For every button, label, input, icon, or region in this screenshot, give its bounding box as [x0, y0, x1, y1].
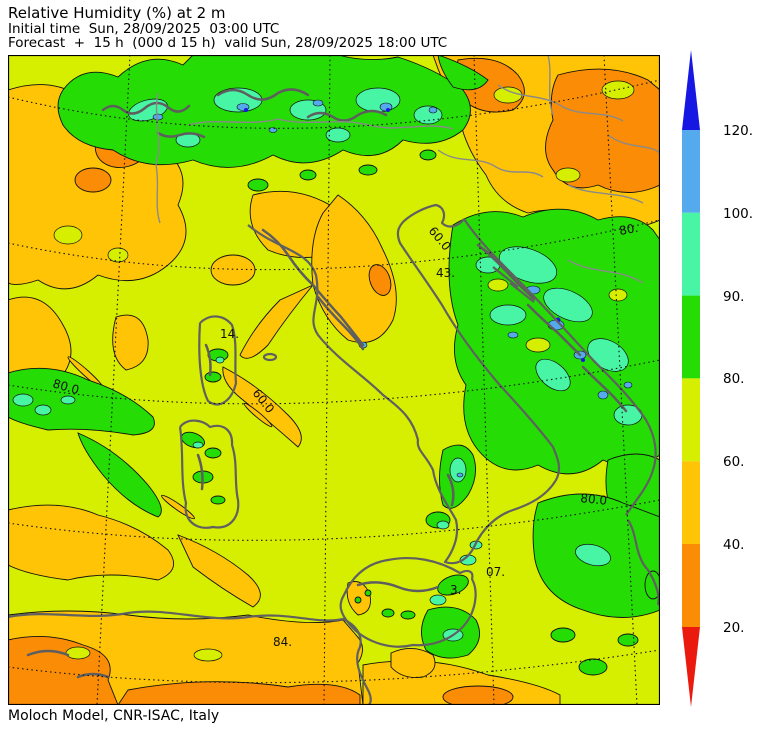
map-area: 80. 60.0 43. 14. 80.0 60.0 80.0 07. 3. 8… [7, 54, 662, 709]
colorbar-seg-60-80 [682, 378, 700, 462]
colorbar-over-arrow [682, 50, 700, 130]
colorbar-tick-20: 20. [723, 620, 745, 636]
rh-springgreen-regions [12, 87, 643, 642]
colorbar-seg-40-60 [682, 461, 700, 544]
colorbar-seg-90-100 [682, 212, 700, 296]
humidity-map-canvas: 80. 60.0 43. 14. 80.0 60.0 80.0 07. 3. 8… [7, 54, 662, 709]
map-frame [7, 54, 661, 706]
colorbar-tick-100: 100. [723, 206, 754, 222]
colorbar-under-arrow [682, 627, 700, 707]
initial-time-line: Initial time Sun, 28/09/2025 03:00 UTC [8, 21, 280, 37]
colorbar-seg-80-90 [682, 295, 700, 379]
contour-label: 80.0 [580, 491, 608, 508]
coastlines [7, 203, 660, 707]
colorbar-tick-40: 40. [723, 537, 745, 553]
colorbar-tick-90: 90. [723, 289, 745, 305]
country-borders [155, 54, 661, 284]
contour-label: 14. [220, 327, 239, 341]
forecast-line: Forecast + 15 h (000 d 15 h) valid Sun, … [8, 35, 448, 51]
page-title: Relative Humidity (%) at 2 m [8, 4, 226, 22]
contour-label: 80. [618, 221, 639, 238]
contour-label: 84. [273, 635, 292, 649]
colorbar-seg-20-40 [682, 544, 700, 627]
colorbar-seg-100-120 [682, 130, 700, 213]
colorbar-tick-80: 80. [723, 371, 745, 387]
contour-label: 07. [486, 565, 505, 579]
colorbar-tick-120: 120. [723, 123, 754, 139]
model-credit: Moloch Model, CNR-ISAC, Italy [8, 708, 220, 724]
rh-base-holes [53, 80, 635, 662]
graticule [7, 54, 661, 706]
colorbar-tick-60: 60. [723, 454, 745, 470]
contour-label: 3. [450, 583, 461, 597]
contour-label: 43. [436, 266, 455, 280]
colorbar [682, 50, 700, 707]
